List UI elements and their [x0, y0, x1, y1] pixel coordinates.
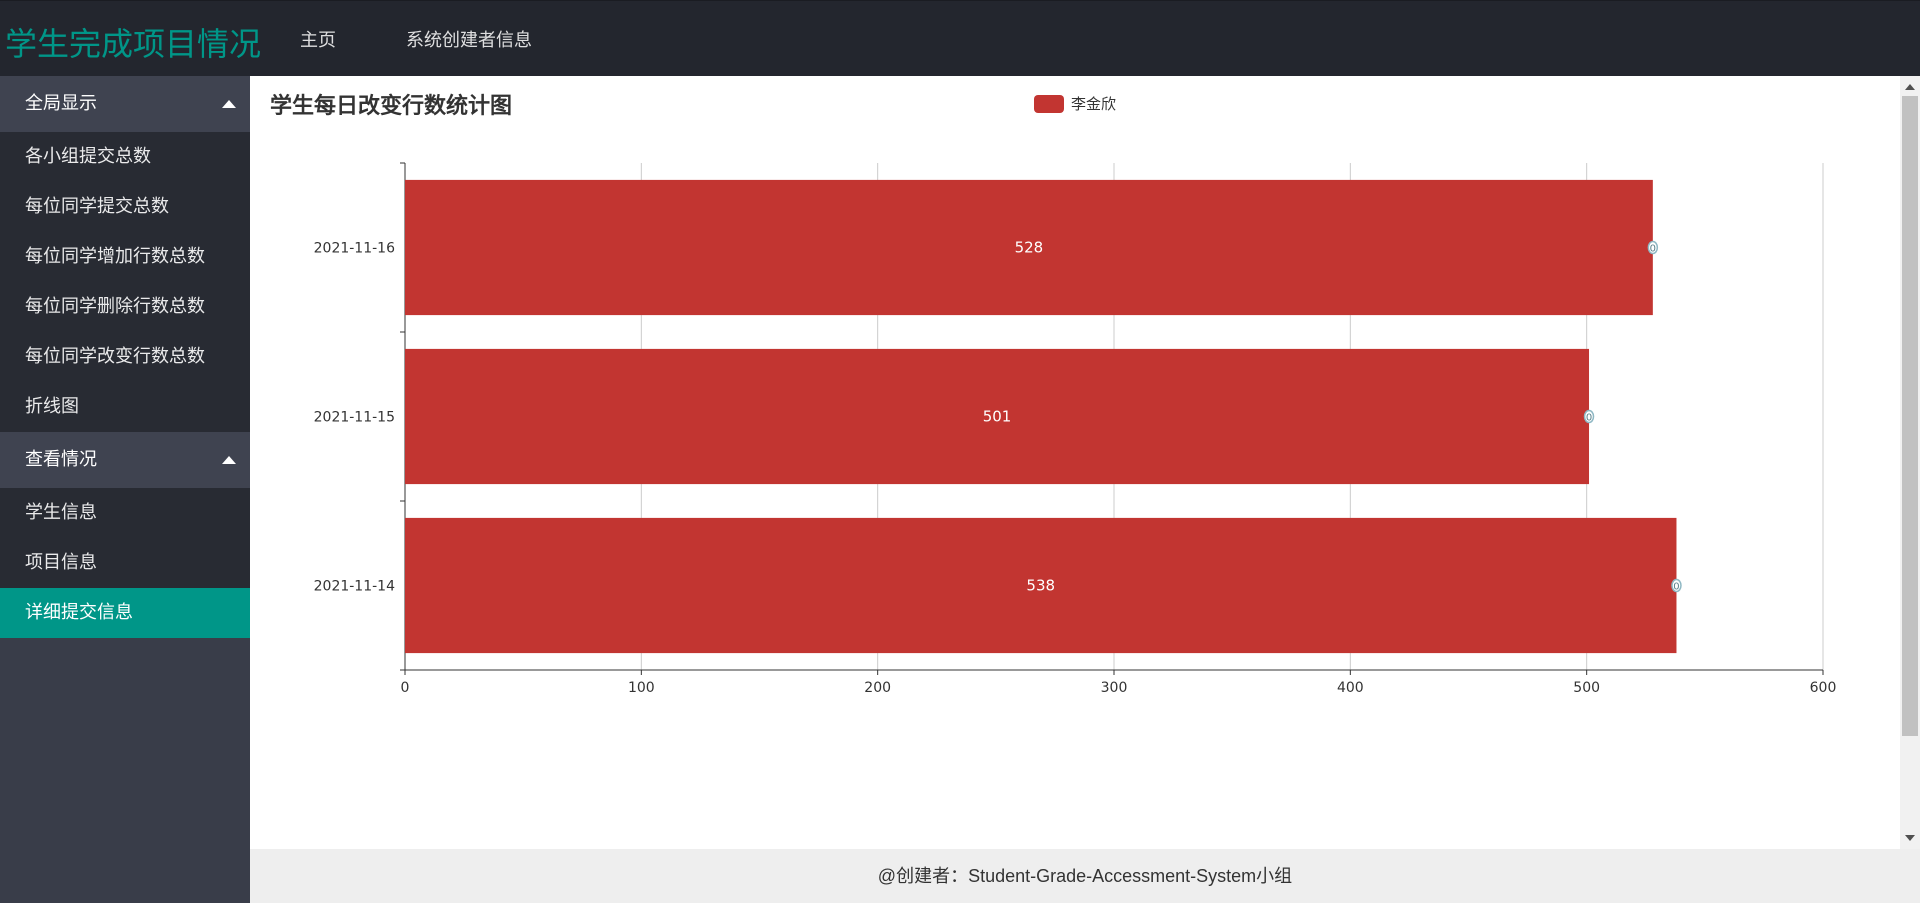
caret-up-icon	[222, 456, 236, 464]
sidebar-list-global: 各小组提交总数 每位同学提交总数 每位同学增加行数总数 每位同学删除行数总数 每…	[0, 132, 250, 432]
bar	[405, 517, 1677, 654]
bar-end-marker	[1583, 409, 1595, 424]
x-tick-label: 100	[628, 680, 655, 696]
main-content: 学生每日改变行数统计图 李金欣 0 100 200 300 400 500 600 538 20…	[250, 76, 1900, 849]
nav-home[interactable]: 主页	[300, 30, 336, 51]
bar-chart: 0 100 200 300 400 500 600 538 2021-11-14 0 501 2021…	[314, 162, 1837, 696]
bar-end-label: 0	[1673, 582, 1679, 593]
bar	[405, 348, 1590, 485]
vertical-scrollbar[interactable]	[1900, 76, 1920, 849]
x-tick-label: 200	[864, 680, 891, 696]
sidebar-group-label: 全局显示	[25, 93, 97, 114]
y-category-label: 2021-11-15	[314, 410, 395, 426]
bar-end-marker	[1671, 578, 1682, 593]
scroll-thumb[interactable]	[1902, 96, 1918, 736]
sidebar-group-view[interactable]: 查看情况	[0, 432, 250, 488]
x-tick-label: 0	[401, 680, 410, 696]
bar-end-label: 0	[1650, 244, 1656, 255]
sidebar-group-label: 查看情况	[25, 449, 97, 470]
legend-label: 李金欣	[1071, 95, 1117, 113]
bar-value-label: 501	[983, 408, 1012, 426]
sidebar-group-global[interactable]: 全局显示	[0, 76, 250, 132]
sidebar-item-group-commits[interactable]: 各小组提交总数	[25, 146, 151, 167]
sidebar-item-lines-deleted[interactable]: 每位同学删除行数总数	[25, 296, 205, 317]
app-title: 学生完成项目情况	[5, 25, 262, 63]
sidebar-list-view: 学生信息 项目信息 详细提交信息	[0, 488, 250, 638]
sidebar-item-commit-details[interactable]: 详细提交信息	[0, 588, 250, 638]
chart-legend[interactable]: 李金欣	[1034, 93, 1116, 114]
sidebar-item-line-chart[interactable]: 折线图	[25, 396, 79, 417]
caret-up-icon	[222, 100, 236, 108]
bar-end-label: 0	[1586, 413, 1592, 424]
footer-text: @创建者：Student-Grade-Accessment-System小组	[877, 866, 1293, 886]
scroll-down-icon[interactable]	[1905, 835, 1915, 841]
sidebar-item-lines-changed[interactable]: 每位同学改变行数总数	[25, 346, 205, 367]
sidebar-item-student-info[interactable]: 学生信息	[25, 502, 97, 523]
bar-value-label: 538	[1026, 577, 1055, 595]
bar	[405, 179, 1653, 316]
sidebar: 全局显示 各小组提交总数 每位同学提交总数 每位同学增加行数总数 每位同学删除行…	[0, 76, 250, 903]
sidebar-item-project-info[interactable]: 项目信息	[25, 552, 97, 573]
sidebar-item-lines-added[interactable]: 每位同学增加行数总数	[25, 246, 205, 267]
x-tick-label: 600	[1810, 680, 1837, 696]
bar-end-marker	[1647, 240, 1659, 255]
scroll-up-icon[interactable]	[1905, 84, 1915, 90]
x-tick-label: 500	[1573, 680, 1600, 696]
legend-swatch	[1034, 94, 1064, 113]
top-header: 学生完成项目情况 主页 系统创建者信息	[0, 0, 1920, 76]
footer: @创建者：Student-Grade-Accessment-System小组	[250, 849, 1920, 903]
sidebar-item-student-commits[interactable]: 每位同学提交总数	[25, 196, 169, 217]
nav-creator-info[interactable]: 系统创建者信息	[406, 30, 532, 51]
x-tick-label: 300	[1101, 680, 1128, 696]
chart-title: 学生每日改变行数统计图	[270, 94, 513, 119]
y-category-label: 2021-11-16	[314, 241, 395, 257]
bar-value-label: 528	[1015, 239, 1044, 257]
y-category-label: 2021-11-14	[314, 579, 395, 595]
x-tick-label: 400	[1337, 680, 1364, 696]
top-nav: 主页 系统创建者信息	[276, 1, 578, 77]
